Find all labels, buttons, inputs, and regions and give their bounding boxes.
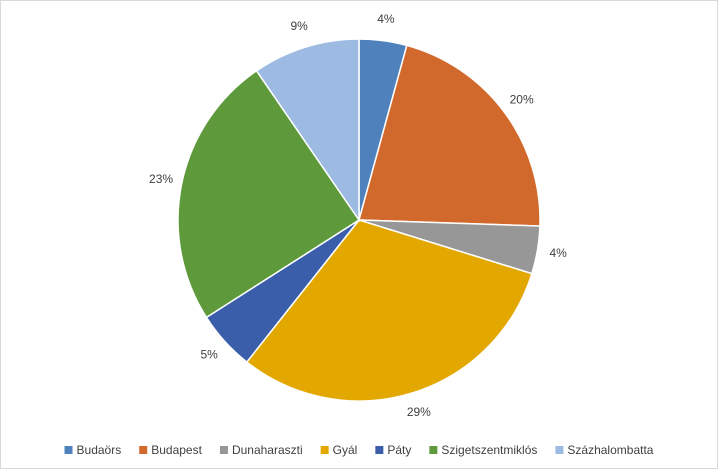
legend-label: Dunaharaszti [232,443,303,457]
legend-label: Páty [387,443,411,457]
legend-swatch [219,446,228,454]
data-label: 4% [550,246,568,260]
legend-swatch [429,446,438,454]
pie-slice [245,219,533,402]
data-label: 20% [510,92,534,106]
data-label: 23% [149,172,173,186]
pie-slice [177,69,361,319]
data-label: 9% [290,19,308,33]
pie-slice [358,44,541,227]
legend-swatch [64,446,73,454]
legend-swatch [320,446,329,454]
legend-swatch [555,446,564,454]
data-label: 5% [201,348,219,362]
legend-swatch [375,446,384,454]
pie-slice [255,38,360,223]
legend-label: Százhalombatta [567,443,653,457]
data-label: 4% [377,12,395,26]
legend-label: Gyál [333,443,358,457]
legend-label: Budaörs [77,443,122,457]
legend-label: Budapest [151,443,202,457]
legend-swatch [139,446,148,454]
legend-label: Szigetszentmiklós [441,443,537,457]
data-label: 29% [407,405,431,419]
